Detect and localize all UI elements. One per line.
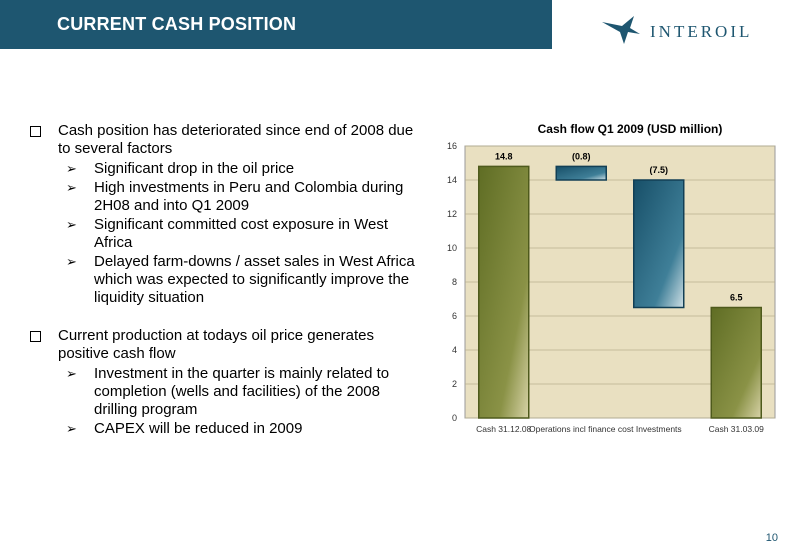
y-tick-label: 6	[452, 311, 457, 321]
bullet-main: Cash position has deteriorated since end…	[30, 122, 420, 158]
x-tick-label: Operations incl finance cost	[529, 424, 634, 434]
data-label: 6.5	[730, 293, 743, 303]
bullet-list: Cash position has deteriorated since end…	[30, 122, 420, 438]
arrow-bullet-icon: ➢	[66, 421, 77, 436]
x-tick-label: Cash 31.12.08	[476, 424, 532, 434]
y-tick-label: 10	[447, 243, 457, 253]
data-label: (0.8)	[572, 151, 591, 161]
sub-bullet-text: High investments in Peru and Colombia du…	[94, 179, 404, 214]
bar-4	[710, 306, 762, 419]
interoil-logo	[602, 16, 640, 44]
logo-text: INTEROIL	[650, 22, 753, 41]
arrow-bullet-icon: ➢	[66, 161, 77, 176]
y-tick-label: 2	[452, 379, 457, 389]
sub-bullet: ➢ Delayed farm-downs / asset sales in We…	[30, 253, 420, 307]
sub-bullet: ➢ Significant drop in the oil price	[30, 160, 420, 178]
page-title: CURRENT CASH POSITION	[57, 14, 297, 34]
bar-3	[633, 179, 685, 309]
chart-title: Cash flow Q1 2009 (USD million)	[538, 122, 723, 136]
arrow-bullet-icon: ➢	[66, 366, 77, 381]
y-tick-label: 8	[452, 277, 457, 287]
x-tick-label: Investments	[636, 424, 682, 434]
sub-bullet: ➢ Significant committed cost exposure in…	[30, 216, 420, 252]
logo-bird-icon	[602, 16, 640, 44]
title-bar: CURRENT CASH POSITION	[0, 0, 552, 49]
sub-bullet-text: Delayed farm-downs / asset sales in West…	[94, 253, 415, 306]
y-tick-label: 12	[447, 209, 457, 219]
arrow-bullet-icon: ➢	[66, 254, 77, 269]
sub-bullet-text: Significant committed cost exposure in W…	[94, 216, 389, 251]
page-number: 10	[765, 532, 778, 544]
data-label: (7.5)	[649, 165, 668, 175]
y-tick-label: 14	[447, 175, 457, 185]
sub-bullet: ➢ Investment in the quarter is mainly re…	[30, 365, 420, 419]
y-tick-label: 4	[452, 345, 457, 355]
checkbox-bullet-icon	[30, 126, 41, 137]
sub-bullet-text: CAPEX will be reduced in 2009	[94, 420, 303, 437]
sub-bullet-text: Significant drop in the oil price	[94, 160, 295, 177]
data-label: 14.8	[495, 151, 513, 161]
sub-bullet-text: Investment in the quarter is mainly rela…	[94, 365, 390, 418]
bar-2	[555, 165, 607, 181]
bullet-main: Current production at todays oil price g…	[30, 327, 420, 363]
bullet-text: Current production at todays oil price g…	[58, 327, 375, 362]
sub-bullet: ➢ CAPEX will be reduced in 2009	[30, 420, 420, 438]
sub-bullet: ➢ High investments in Peru and Colombia …	[30, 179, 420, 215]
y-tick-label: 0	[452, 413, 457, 423]
bullet-text: Cash position has deteriorated since end…	[58, 122, 414, 157]
arrow-bullet-icon: ➢	[66, 180, 77, 195]
checkbox-bullet-icon	[30, 331, 41, 342]
arrow-bullet-icon: ➢	[66, 217, 77, 232]
bar-1	[478, 165, 530, 419]
x-tick-label: Cash 31.03.09	[709, 424, 765, 434]
cash-flow-chart: Cash flow Q1 2009 (USD million) 0 2 4 6 8 10 1…	[447, 122, 776, 434]
y-tick-label: 16	[447, 141, 457, 151]
